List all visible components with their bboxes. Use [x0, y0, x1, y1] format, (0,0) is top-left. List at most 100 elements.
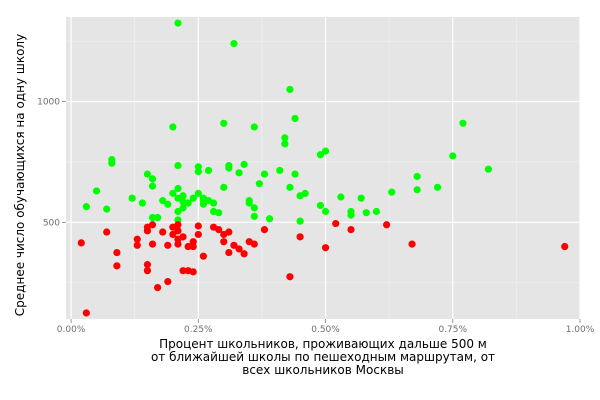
data-point: [82, 203, 90, 211]
data-point: [143, 170, 152, 178]
data-point: [321, 207, 330, 216]
data-point: [148, 182, 157, 190]
x-tick-label: 0.25%: [184, 325, 213, 335]
data-point: [184, 199, 192, 207]
data-point: [169, 123, 177, 131]
data-point: [286, 183, 294, 191]
data-point: [204, 166, 213, 175]
data-point: [347, 226, 355, 234]
data-point: [179, 267, 187, 275]
data-point: [220, 238, 228, 246]
data-point: [103, 205, 111, 213]
data-point: [225, 248, 233, 257]
data-point: [194, 168, 202, 176]
data-point: [484, 165, 492, 173]
data-point: [301, 189, 309, 197]
data-point: [240, 250, 248, 258]
data-point: [296, 233, 304, 241]
data-point: [230, 241, 238, 249]
data-point: [215, 226, 223, 234]
data-point: [250, 204, 258, 212]
plot-panel: [66, 17, 580, 319]
x-tick-label: 0.75%: [438, 325, 467, 335]
data-point: [174, 161, 182, 170]
data-point: [179, 233, 187, 241]
data-point: [108, 159, 116, 167]
data-point: [286, 85, 294, 94]
data-point: [154, 213, 162, 222]
data-point: [561, 242, 569, 251]
data-point: [245, 199, 253, 207]
data-point: [148, 213, 157, 222]
data-point: [209, 199, 218, 207]
data-points: [77, 19, 569, 317]
x-axis-title-line-3: всех школьников Москвы: [242, 363, 404, 377]
data-point: [347, 211, 355, 219]
data-point: [143, 261, 152, 269]
data-point: [174, 184, 182, 193]
data-point: [164, 200, 172, 208]
data-point: [337, 193, 345, 201]
data-point: [362, 209, 370, 217]
data-point: [103, 228, 111, 236]
x-tick-label: 1.00%: [566, 325, 595, 335]
data-point: [316, 201, 325, 210]
data-point: [220, 183, 228, 191]
data-point: [164, 277, 172, 286]
data-point: [281, 134, 289, 142]
data-point: [138, 199, 146, 207]
data-point: [321, 147, 330, 155]
data-point: [296, 217, 304, 225]
data-point: [128, 194, 136, 202]
data-point: [194, 230, 202, 239]
y-tick-labels: 500 1000: [37, 98, 60, 229]
data-point: [255, 180, 263, 188]
data-point: [235, 169, 243, 177]
data-point: [113, 262, 121, 270]
data-point: [189, 194, 197, 202]
data-point: [189, 242, 197, 251]
x-tick-label: 0.00%: [57, 325, 86, 335]
data-point: [408, 240, 416, 248]
x-tick-labels: 0.00% 0.25% 0.50% 0.75% 1.00%: [57, 325, 595, 335]
data-point: [194, 189, 202, 197]
data-point: [225, 228, 233, 236]
data-point: [332, 219, 340, 228]
data-point: [159, 228, 167, 236]
data-point: [265, 215, 274, 223]
data-point: [194, 222, 202, 230]
data-point: [250, 212, 258, 220]
data-point: [250, 123, 258, 131]
data-point: [179, 204, 187, 212]
data-point: [143, 267, 152, 275]
data-point: [459, 119, 467, 127]
data-point: [357, 194, 365, 202]
data-point: [154, 283, 162, 292]
data-point: [291, 114, 299, 123]
data-point: [230, 39, 238, 48]
data-point: [133, 235, 141, 243]
data-point: [433, 183, 442, 191]
data-point: [240, 160, 248, 168]
data-point: [199, 252, 208, 260]
data-point: [286, 273, 294, 281]
data-point: [281, 140, 289, 148]
data-point: [159, 197, 167, 205]
data-point: [383, 221, 391, 229]
data-point: [179, 192, 187, 200]
minor-gridlines: [66, 17, 580, 319]
data-point: [113, 248, 121, 257]
y-tick-label: 500: [43, 218, 60, 228]
data-point: [388, 188, 396, 196]
data-point: [413, 172, 421, 181]
data-point: [250, 240, 258, 248]
data-point: [220, 119, 228, 127]
x-tick-label: 0.50%: [311, 325, 340, 335]
data-point: [174, 240, 182, 248]
data-point: [148, 175, 157, 183]
data-point: [148, 240, 157, 248]
y-axis-title: Среднее число обучающихся на одну школу: [13, 34, 27, 316]
data-point: [316, 151, 325, 159]
data-point: [133, 241, 141, 249]
data-point: [189, 268, 197, 276]
